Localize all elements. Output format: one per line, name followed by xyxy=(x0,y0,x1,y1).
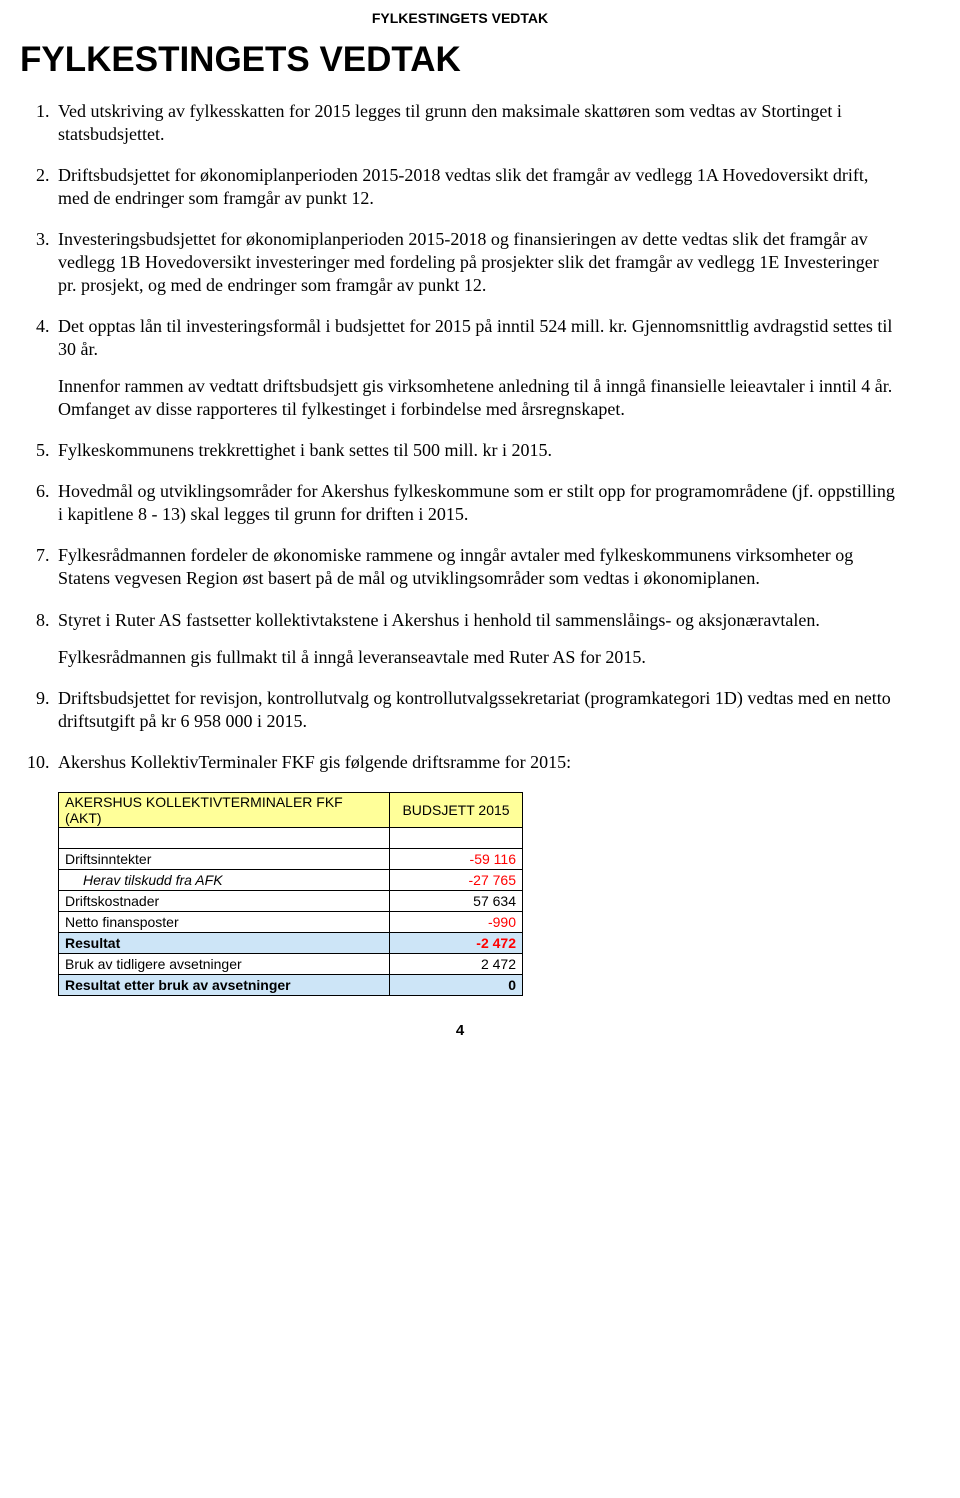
list-item: Hovedmål og utviklingsområder for Akersh… xyxy=(54,480,900,526)
running-header: FYLKESTINGETS VEDTAK xyxy=(20,10,900,26)
paragraph: Akershus KollektivTerminaler FKF gis føl… xyxy=(58,751,900,774)
budget-table: AKERSHUS KOLLEKTIVTERMINALER FKF (AKT) B… xyxy=(58,792,523,996)
list-item: Ved utskriving av fylkesskatten for 2015… xyxy=(54,100,900,146)
document-page: FYLKESTINGETS VEDTAK FYLKESTINGETS VEDTA… xyxy=(0,0,960,1069)
paragraph: Driftsbudsjettet for økonomiplanperioden… xyxy=(58,164,900,210)
table-cell-label: Driftskostnader xyxy=(59,890,390,911)
table-cell-label: Driftsinntekter xyxy=(59,848,390,869)
table-cell-label: Resultat etter bruk av avsetninger xyxy=(59,974,390,995)
table-header-row: AKERSHUS KOLLEKTIVTERMINALER FKF (AKT) B… xyxy=(59,792,523,827)
paragraph: Fylkesrådmannen fordeler de økonomiske r… xyxy=(58,544,900,590)
table-header-label: AKERSHUS KOLLEKTIVTERMINALER FKF (AKT) xyxy=(59,792,390,827)
table-row: Resultat-2 472 xyxy=(59,932,523,953)
list-item: Akershus KollektivTerminaler FKF gis føl… xyxy=(54,751,900,774)
list-item: Fylkeskommunens trekkrettighet i bank se… xyxy=(54,439,900,462)
table-row: Bruk av tidligere avsetninger2 472 xyxy=(59,953,523,974)
table-header-value: BUDSJETT 2015 xyxy=(390,792,523,827)
table-cell-value: -990 xyxy=(390,911,523,932)
table-cell-value: 57 634 xyxy=(390,890,523,911)
budget-table-wrap: AKERSHUS KOLLEKTIVTERMINALER FKF (AKT) B… xyxy=(58,792,900,996)
list-item: Styret i Ruter AS fastsetter kollektivta… xyxy=(54,609,900,669)
table-cell-value: -27 765 xyxy=(390,869,523,890)
paragraph: Investeringsbudsjettet for økonomiplanpe… xyxy=(58,228,900,297)
table-row: Driftskostnader57 634 xyxy=(59,890,523,911)
list-item: Fylkesrådmannen fordeler de økonomiske r… xyxy=(54,544,900,590)
paragraph: Innenfor rammen av vedtatt driftsbudsjet… xyxy=(58,375,900,421)
table-cell-value: -2 472 xyxy=(390,932,523,953)
paragraph: Ved utskriving av fylkesskatten for 2015… xyxy=(58,100,900,146)
resolution-list: Ved utskriving av fylkesskatten for 2015… xyxy=(20,100,900,774)
paragraph: Fylkesrådmannen gis fullmakt til å inngå… xyxy=(58,646,900,669)
table-row: Netto finansposter-990 xyxy=(59,911,523,932)
page-number: 4 xyxy=(20,1022,900,1039)
table-row: Resultat etter bruk av avsetninger0 xyxy=(59,974,523,995)
paragraph: Det opptas lån til investeringsformål i … xyxy=(58,315,900,361)
paragraph: Driftsbudsjettet for revisjon, kontrollu… xyxy=(58,687,900,733)
paragraph: Hovedmål og utviklingsområder for Akersh… xyxy=(58,480,900,526)
table-cell-label: Resultat xyxy=(59,932,390,953)
list-item: Driftsbudsjettet for økonomiplanperioden… xyxy=(54,164,900,210)
table-spacer-row xyxy=(59,827,523,848)
list-item: Investeringsbudsjettet for økonomiplanpe… xyxy=(54,228,900,297)
list-item: Driftsbudsjettet for revisjon, kontrollu… xyxy=(54,687,900,733)
table-row: Driftsinntekter-59 116 xyxy=(59,848,523,869)
paragraph: Fylkeskommunens trekkrettighet i bank se… xyxy=(58,439,900,462)
list-item: Det opptas lån til investeringsformål i … xyxy=(54,315,900,421)
table-row: Herav tilskudd fra AFK-27 765 xyxy=(59,869,523,890)
table-cell-label: Herav tilskudd fra AFK xyxy=(59,869,390,890)
paragraph: Styret i Ruter AS fastsetter kollektivta… xyxy=(58,609,900,632)
table-cell-value: 2 472 xyxy=(390,953,523,974)
table-cell-label: Bruk av tidligere avsetninger xyxy=(59,953,390,974)
table-cell-value: -59 116 xyxy=(390,848,523,869)
page-title: FYLKESTINGETS VEDTAK xyxy=(20,40,900,80)
table-cell-label: Netto finansposter xyxy=(59,911,390,932)
table-cell-value: 0 xyxy=(390,974,523,995)
